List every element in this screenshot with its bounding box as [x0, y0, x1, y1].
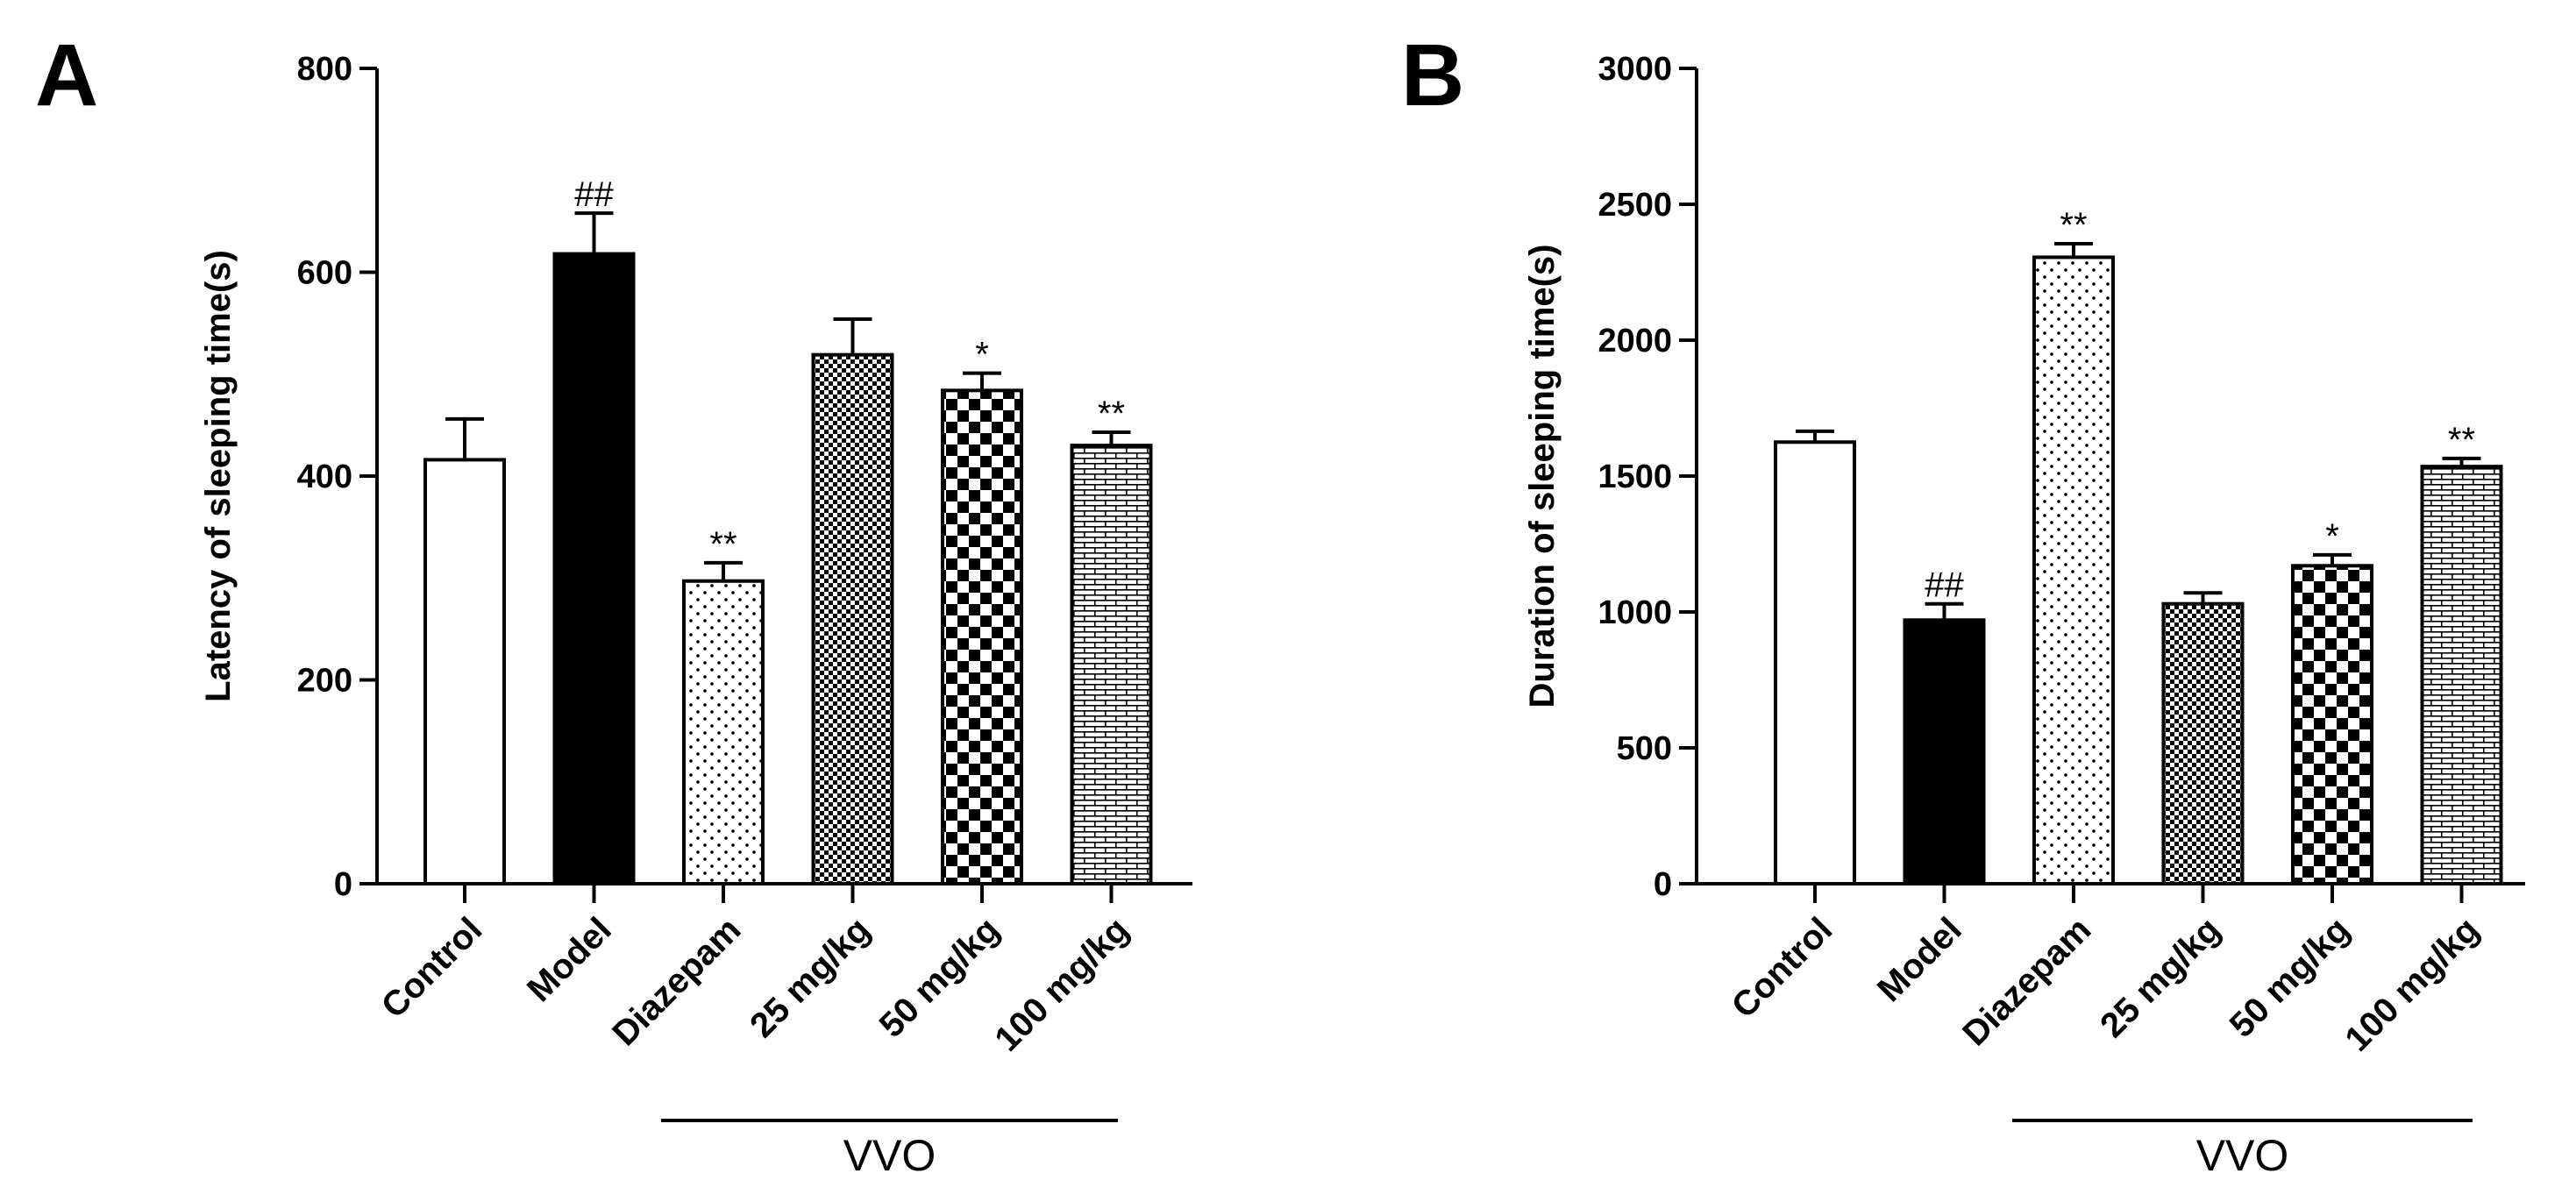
group-label: VVO — [843, 1131, 936, 1180]
significance-marker: ** — [2448, 421, 2475, 459]
y-tick-label: 500 — [1617, 730, 1672, 767]
significance-marker: * — [975, 336, 989, 374]
bar-1 — [1774, 440, 1856, 885]
significance-marker: ** — [709, 525, 737, 564]
y-tick-label: 800 — [297, 51, 352, 88]
bar-5 — [2291, 564, 2373, 885]
bar-4 — [2161, 601, 2245, 885]
x-tick-label: 25 mg/kg — [2093, 910, 2228, 1045]
bar-1 — [423, 458, 506, 886]
x-tick-label: Control — [1725, 910, 1840, 1026]
bar-3 — [2032, 255, 2115, 885]
bar-3 — [682, 579, 765, 885]
panel-b: B 0 500 1000 1500 2000 2500 3000 Duration of sle… — [1401, 26, 2525, 1180]
y-axis-title: Duration of sleeping time(s) — [1523, 245, 1562, 708]
y-tick-label: 0 — [334, 866, 352, 903]
significance-marker: ## — [574, 175, 614, 214]
panel-label: A — [35, 26, 98, 124]
x-tick-label: Model — [1870, 910, 1969, 1009]
y-tick-label: 400 — [297, 459, 352, 495]
y-tick-label: 1500 — [1598, 459, 1672, 495]
y-tick-label: 600 — [297, 255, 352, 292]
bar-4 — [811, 352, 894, 886]
significance-marker: * — [2325, 517, 2339, 556]
y-tick-label: 0 — [1654, 866, 1672, 903]
bar-6 — [1070, 444, 1153, 885]
bar-2 — [1903, 618, 1986, 885]
significance-marker: ** — [1098, 395, 1125, 433]
panel-a: A 0 200 400 600 800 Latency of sleeping time(s… — [35, 26, 1192, 1180]
y-tick-label: 200 — [297, 663, 352, 700]
y-tick-label: 1000 — [1598, 594, 1672, 631]
y-tick-label: 3000 — [1598, 51, 1672, 88]
x-tick-label: Control — [374, 910, 490, 1026]
x-tick-label: 100 mg/kg — [987, 910, 1135, 1058]
group-label: VVO — [2196, 1131, 2289, 1180]
x-tick-label: 50 mg/kg — [872, 910, 1007, 1045]
panel-label: B — [1401, 26, 1464, 124]
x-tick-label: Diazepam — [1955, 910, 2098, 1053]
y-tick-label: 2500 — [1598, 187, 1672, 224]
y-tick-label: 2000 — [1598, 323, 1672, 359]
x-tick-label: Diazepam — [605, 910, 748, 1053]
x-tick-label: 50 mg/kg — [2223, 910, 2358, 1045]
bar-5 — [941, 388, 1023, 886]
x-tick-label: 100 mg/kg — [2338, 910, 2486, 1058]
y-axis-title: Latency of sleeping time(s) — [199, 250, 238, 702]
x-tick-label: Model — [520, 910, 619, 1009]
x-tick-label: 25 mg/kg — [743, 910, 878, 1045]
bar-6 — [2420, 465, 2503, 886]
significance-marker: ** — [2060, 206, 2087, 245]
bar-2 — [552, 252, 636, 885]
significance-marker: ## — [1925, 566, 1964, 605]
